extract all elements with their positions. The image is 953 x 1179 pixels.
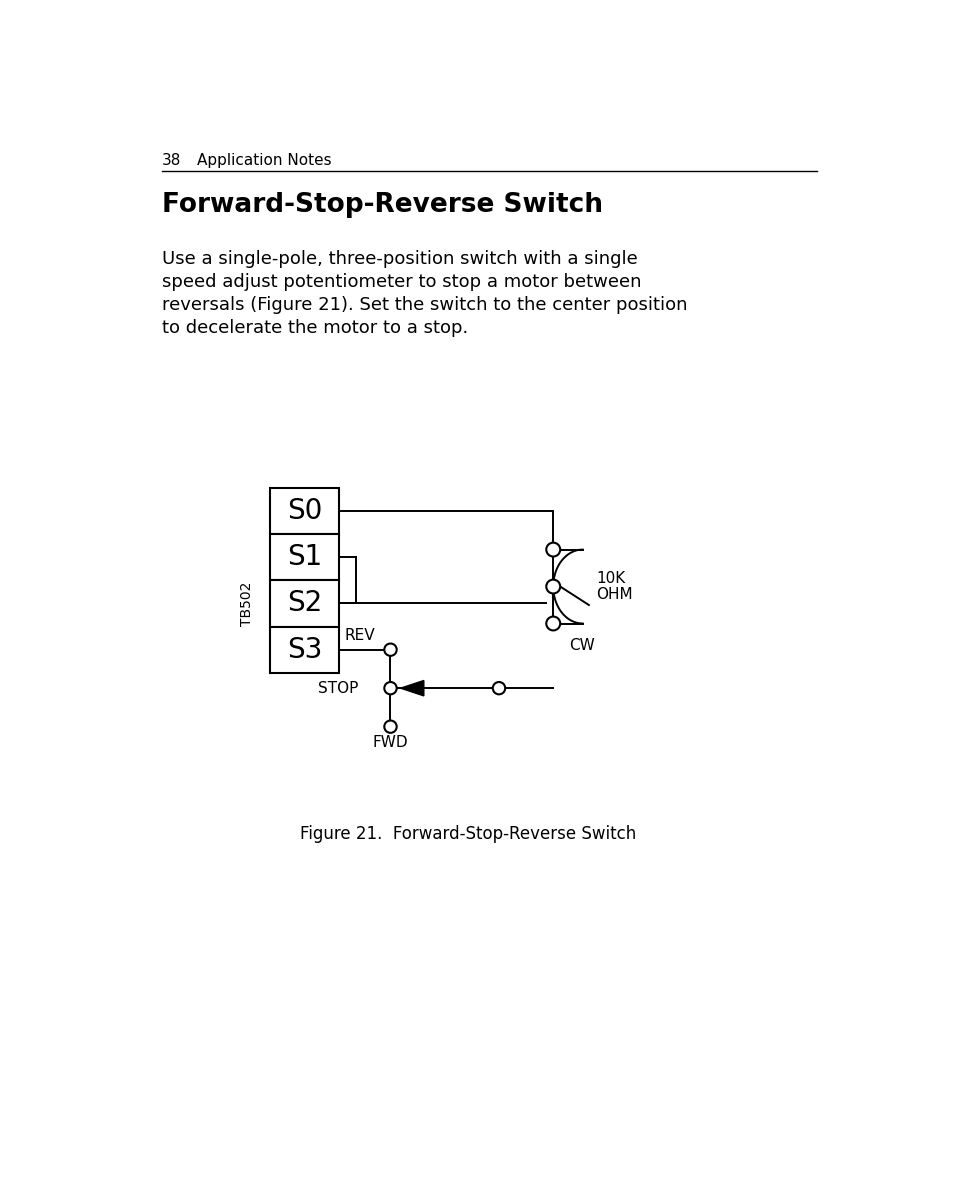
Text: 10K: 10K [596,572,624,586]
Text: 38: 38 [162,153,181,169]
Circle shape [384,681,396,694]
Text: STOP: STOP [317,680,357,696]
Text: REV: REV [344,628,375,644]
Text: Application Notes: Application Notes [196,153,331,169]
Circle shape [384,720,396,733]
Bar [270,534,338,580]
Circle shape [493,681,505,694]
Circle shape [384,644,396,656]
Text: S0: S0 [287,498,322,525]
Text: TB502: TB502 [240,581,253,626]
Circle shape [546,542,559,556]
Text: speed adjust potentiometer to stop a motor between: speed adjust potentiometer to stop a mot… [162,272,640,290]
Text: Use a single-pole, three-position switch with a single: Use a single-pole, three-position switch… [162,250,637,268]
Text: to decelerate the motor to a stop.: to decelerate the motor to a stop. [162,318,468,337]
Circle shape [546,580,559,593]
Text: OHM: OHM [596,587,632,601]
Text: Forward-Stop-Reverse Switch: Forward-Stop-Reverse Switch [162,192,602,218]
Text: Figure 21.  Forward-Stop-Reverse Switch: Figure 21. Forward-Stop-Reverse Switch [299,825,636,843]
Text: S2: S2 [287,590,322,618]
Bar [270,626,338,673]
Text: S3: S3 [287,635,322,664]
Text: FWD: FWD [373,735,408,750]
Polygon shape [400,680,423,696]
Bar [270,580,338,626]
Text: S1: S1 [287,544,322,572]
Text: CW: CW [568,638,594,653]
Circle shape [546,617,559,631]
Text: reversals (Figure 21). Set the switch to the center position: reversals (Figure 21). Set the switch to… [162,296,687,314]
Bar [270,488,338,534]
